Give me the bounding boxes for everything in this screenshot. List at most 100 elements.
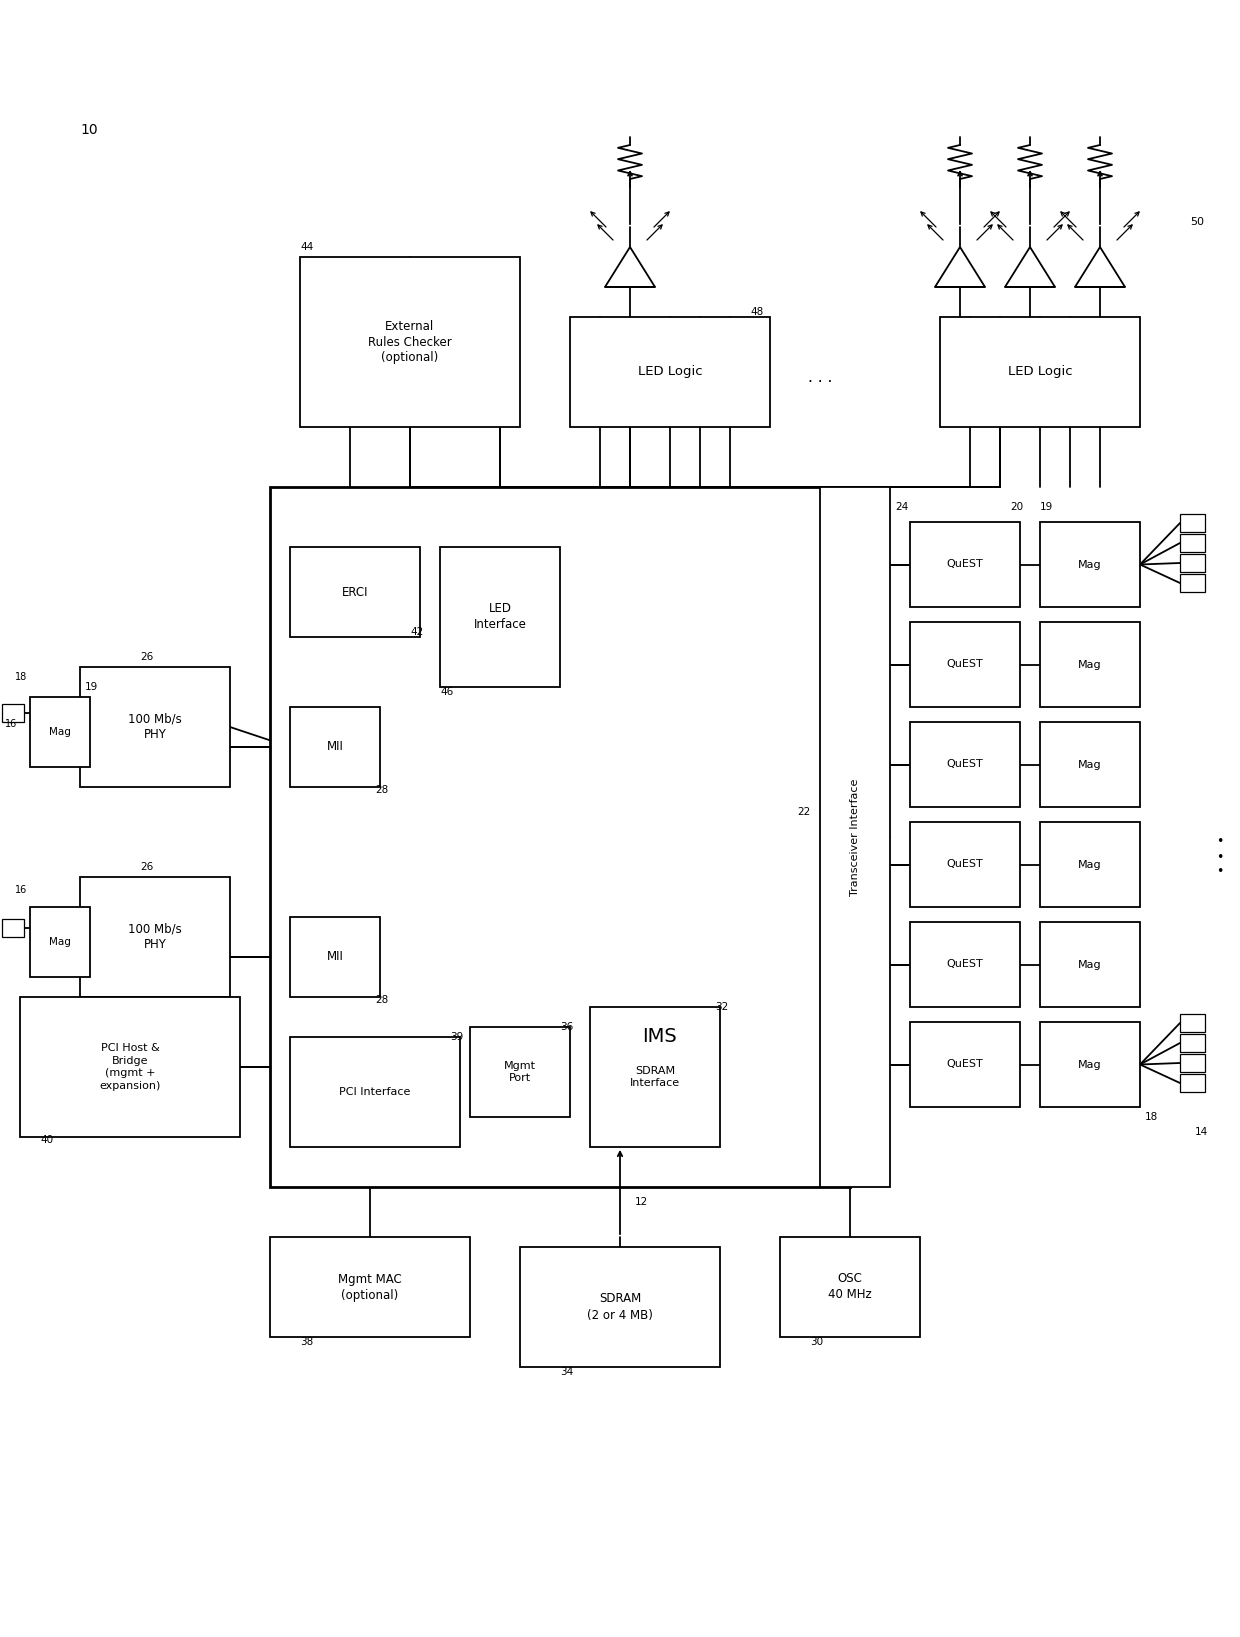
Text: Mag: Mag: [1079, 760, 1102, 769]
Text: SDRAM
Interface: SDRAM Interface: [630, 1066, 680, 1089]
Text: 18: 18: [15, 673, 27, 683]
Text: Mag: Mag: [50, 727, 71, 737]
Text: QuEST: QuEST: [946, 859, 983, 869]
Text: QuEST: QuEST: [946, 660, 983, 670]
Text: 19: 19: [86, 683, 98, 692]
FancyBboxPatch shape: [1040, 922, 1140, 1007]
FancyBboxPatch shape: [820, 486, 890, 1187]
Text: SDRAM
(2 or 4 MB): SDRAM (2 or 4 MB): [587, 1293, 653, 1321]
Text: 100 Mb/s
PHY: 100 Mb/s PHY: [128, 712, 182, 742]
Text: 36: 36: [560, 1021, 573, 1031]
FancyBboxPatch shape: [910, 622, 1021, 707]
FancyBboxPatch shape: [290, 1036, 460, 1148]
FancyBboxPatch shape: [780, 1238, 920, 1337]
Text: OSC
40 MHz: OSC 40 MHz: [828, 1272, 872, 1301]
FancyBboxPatch shape: [1180, 514, 1205, 532]
Text: 38: 38: [300, 1337, 314, 1347]
Text: PCI Interface: PCI Interface: [340, 1087, 410, 1097]
FancyBboxPatch shape: [1040, 722, 1140, 807]
FancyBboxPatch shape: [1180, 1035, 1205, 1053]
Text: 39: 39: [450, 1031, 464, 1043]
Text: LED Logic: LED Logic: [637, 365, 702, 378]
Text: 46: 46: [440, 688, 454, 697]
Text: External
Rules Checker
(optional): External Rules Checker (optional): [368, 319, 451, 365]
FancyBboxPatch shape: [81, 877, 229, 997]
Text: Mag: Mag: [1079, 660, 1102, 670]
Text: 16: 16: [15, 886, 27, 895]
Text: 20: 20: [1011, 503, 1023, 512]
Text: 40: 40: [40, 1134, 53, 1144]
Text: Transceiver Interface: Transceiver Interface: [849, 778, 861, 895]
Text: LED Logic: LED Logic: [1008, 365, 1073, 378]
Text: •
•
•: • • •: [1216, 835, 1224, 879]
Text: Mag: Mag: [1079, 959, 1102, 969]
Text: Mag: Mag: [50, 936, 71, 946]
Text: 10: 10: [81, 123, 98, 138]
FancyBboxPatch shape: [300, 257, 520, 427]
Text: 12: 12: [635, 1197, 649, 1206]
FancyBboxPatch shape: [1180, 534, 1205, 552]
FancyBboxPatch shape: [590, 1007, 720, 1148]
Text: 24: 24: [895, 503, 908, 512]
FancyBboxPatch shape: [910, 1021, 1021, 1107]
Text: 42: 42: [410, 627, 423, 637]
FancyBboxPatch shape: [290, 917, 379, 997]
Text: Mag: Mag: [1079, 859, 1102, 869]
Text: 30: 30: [810, 1337, 823, 1347]
FancyBboxPatch shape: [1180, 575, 1205, 593]
Text: 16: 16: [5, 719, 17, 728]
Text: MII: MII: [326, 951, 343, 964]
FancyBboxPatch shape: [440, 547, 560, 688]
FancyBboxPatch shape: [270, 486, 849, 1187]
FancyBboxPatch shape: [30, 907, 91, 977]
Text: QuEST: QuEST: [946, 760, 983, 769]
Text: QuEST: QuEST: [946, 1059, 983, 1069]
Text: 14: 14: [1195, 1126, 1208, 1138]
Text: Mag: Mag: [1079, 1059, 1102, 1069]
Text: 44: 44: [300, 242, 314, 252]
FancyBboxPatch shape: [910, 822, 1021, 907]
Text: 34: 34: [560, 1367, 573, 1377]
Text: 26: 26: [140, 863, 154, 873]
FancyBboxPatch shape: [520, 1247, 720, 1367]
FancyBboxPatch shape: [1040, 522, 1140, 607]
Text: 19: 19: [1040, 503, 1053, 512]
FancyBboxPatch shape: [81, 666, 229, 787]
Text: 32: 32: [715, 1002, 728, 1012]
Text: . . .: . . .: [807, 370, 832, 385]
FancyBboxPatch shape: [910, 522, 1021, 607]
FancyBboxPatch shape: [2, 918, 24, 936]
FancyBboxPatch shape: [2, 704, 24, 722]
FancyBboxPatch shape: [1180, 1013, 1205, 1031]
FancyBboxPatch shape: [940, 318, 1140, 427]
FancyBboxPatch shape: [290, 707, 379, 787]
FancyBboxPatch shape: [290, 547, 420, 637]
Text: PCI Host &
Bridge
(mgmt +
expansion): PCI Host & Bridge (mgmt + expansion): [99, 1043, 161, 1090]
Text: 18: 18: [1145, 1112, 1158, 1121]
FancyBboxPatch shape: [570, 318, 770, 427]
Text: 26: 26: [140, 652, 154, 661]
Text: QuEST: QuEST: [946, 959, 983, 969]
FancyBboxPatch shape: [1040, 1021, 1140, 1107]
FancyBboxPatch shape: [270, 1238, 470, 1337]
Text: Mag: Mag: [1079, 560, 1102, 570]
Text: ERCI: ERCI: [342, 586, 368, 599]
Text: MII: MII: [326, 740, 343, 753]
Text: 28: 28: [374, 786, 388, 796]
FancyBboxPatch shape: [1040, 622, 1140, 707]
FancyBboxPatch shape: [1180, 1074, 1205, 1092]
FancyBboxPatch shape: [1180, 1054, 1205, 1072]
Text: 50: 50: [1190, 218, 1204, 228]
Text: Mgmt MAC
(optional): Mgmt MAC (optional): [339, 1272, 402, 1301]
Text: LED
Interface: LED Interface: [474, 602, 527, 632]
FancyBboxPatch shape: [1180, 553, 1205, 571]
FancyBboxPatch shape: [20, 997, 241, 1138]
FancyBboxPatch shape: [1040, 822, 1140, 907]
Text: Mgmt
Port: Mgmt Port: [503, 1061, 536, 1084]
FancyBboxPatch shape: [910, 722, 1021, 807]
Text: QuEST: QuEST: [946, 560, 983, 570]
Text: 48: 48: [750, 308, 764, 318]
FancyBboxPatch shape: [30, 697, 91, 768]
Text: 100 Mb/s
PHY: 100 Mb/s PHY: [128, 923, 182, 951]
Text: 28: 28: [374, 995, 388, 1005]
